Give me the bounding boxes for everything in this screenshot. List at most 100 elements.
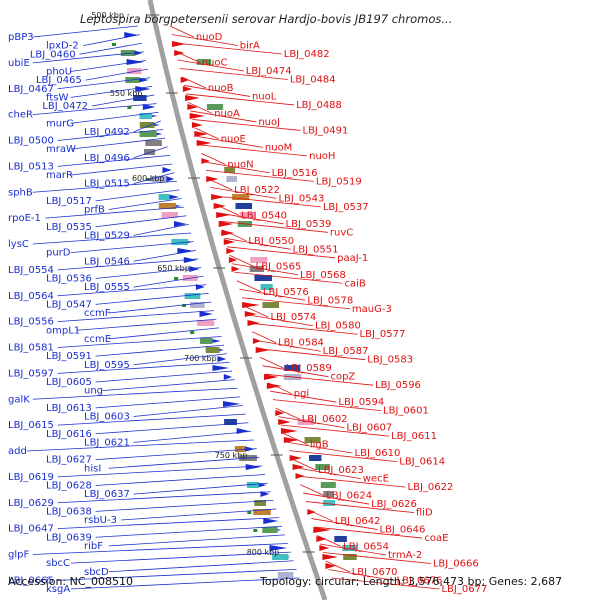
gene-label[interactable]: galK <box>8 394 30 405</box>
gene-label[interactable]: rpoE-1 <box>8 213 41 224</box>
gene-label[interactable]: nuoL <box>252 91 277 102</box>
gene-label[interactable]: LBJ_0564 <box>8 291 54 302</box>
gene-label[interactable]: LBJ_0621 <box>84 437 130 448</box>
gene-label[interactable]: LBJ_0516 <box>272 168 318 179</box>
gene-label[interactable]: ung <box>84 386 103 397</box>
gene-label[interactable]: LBJ_0546 <box>84 256 130 267</box>
gene-label[interactable]: LBJ_0465 <box>36 75 82 86</box>
gene-label[interactable]: LBJ_0547 <box>46 299 92 310</box>
gene-label[interactable]: LBJ_0484 <box>290 74 336 85</box>
gene-label[interactable]: LBJ_0536 <box>46 274 92 285</box>
gene-label[interactable]: ccmE <box>84 334 111 345</box>
gene-label[interactable]: LBJ_0615 <box>8 420 54 431</box>
gene-label[interactable]: LBJ_0616 <box>46 429 92 440</box>
gene-label[interactable]: paaJ-1 <box>337 253 368 264</box>
gene-label[interactable]: sbcC <box>46 558 70 569</box>
gene-label[interactable]: LBJ_0513 <box>8 161 54 172</box>
gene-label[interactable]: ruvC <box>330 227 353 238</box>
gene-label[interactable]: LBJ_0581 <box>8 343 54 354</box>
gene-label[interactable]: LBJ_0595 <box>84 360 130 371</box>
gene-label[interactable]: rsbU-3 <box>84 515 117 526</box>
gene-label[interactable]: LBJ_0515 <box>84 179 130 190</box>
gene-label[interactable]: LBJ_0670 <box>352 567 398 578</box>
gene-label[interactable]: coaE <box>424 533 448 544</box>
gene-label[interactable]: LBJ_0638 <box>46 506 92 517</box>
gene-label[interactable]: LBJ_0676 <box>397 576 443 587</box>
gene-label[interactable]: LBJ_0627 <box>46 455 92 466</box>
gene-label[interactable]: LBJ_0540 <box>241 210 287 221</box>
gene-label[interactable]: nuoH <box>309 151 335 162</box>
gene-label[interactable]: ompL1 <box>46 325 80 336</box>
gene-label[interactable]: nuoD <box>196 32 223 43</box>
gene-label[interactable]: LBJ_0602 <box>302 414 348 425</box>
gene-label[interactable]: LBJ_0601 <box>383 406 429 417</box>
gene-label[interactable]: LBJ_0647 <box>8 524 54 535</box>
gene-label[interactable]: LBJ_0554 <box>8 265 54 276</box>
gene-label[interactable]: LBJ_0623 <box>318 465 364 476</box>
gene-label[interactable]: nuoM <box>265 142 292 153</box>
gene-label[interactable]: LBJ_0646 <box>380 525 426 536</box>
gene-label[interactable]: LBJ_0584 <box>278 338 324 349</box>
gene-label[interactable]: LBJ_0677 <box>441 584 487 595</box>
gene-label[interactable]: glpF <box>8 550 29 561</box>
gene-label[interactable]: LBJ_0519 <box>316 176 362 187</box>
gene-label[interactable]: mauG-3 <box>352 304 392 315</box>
gene-label[interactable]: LBJ_0556 <box>8 317 54 328</box>
gene-label[interactable]: LBJ_0565 <box>256 261 302 272</box>
gene-label[interactable]: nuoC <box>202 57 228 68</box>
gene-label[interactable]: LBJ_0580 <box>315 321 361 332</box>
gene-label[interactable]: LBJ_0666 <box>433 559 479 570</box>
gene-label[interactable]: ftsW <box>46 92 68 103</box>
gene-label[interactable]: LBJ_0642 <box>335 516 381 527</box>
gene-label[interactable]: LBJ_0613 <box>46 403 92 414</box>
gene-label[interactable]: caiB <box>344 278 365 289</box>
gene-label[interactable]: LBJ_0637 <box>84 489 130 500</box>
gene-label[interactable]: LBJ_0577 <box>360 329 406 340</box>
gene-label[interactable]: cheR <box>8 110 33 121</box>
gene-label[interactable]: LBJ_0460 <box>30 49 76 60</box>
gene-label[interactable]: prfB <box>84 205 105 216</box>
gene-label[interactable]: ubiE <box>8 58 30 69</box>
gene-label[interactable]: LBJ_0665 <box>8 575 54 586</box>
gene-label[interactable]: LBJ_0619 <box>8 472 54 483</box>
gene-label[interactable]: marR <box>46 170 73 181</box>
gene-label[interactable]: pBP3 <box>8 32 34 43</box>
gene-label[interactable]: LBJ_0610 <box>355 448 401 459</box>
gene-label[interactable]: LBJ_0628 <box>46 481 92 492</box>
gene-label[interactable]: LBJ_0517 <box>46 196 92 207</box>
gene-label[interactable]: LBJ_0568 <box>300 270 346 281</box>
gene-label[interactable]: LBJ_0597 <box>8 368 54 379</box>
gene-label[interactable]: LBJ_0591 <box>46 351 92 362</box>
gene-label[interactable]: LBJ_0583 <box>367 355 413 366</box>
gene-label[interactable]: ligB <box>310 440 329 451</box>
gene-label[interactable]: LBJ_0629 <box>8 498 54 509</box>
gene-label[interactable]: lysC <box>8 239 29 250</box>
gene-label[interactable]: nuoB <box>208 83 234 94</box>
gene-label[interactable]: LBJ_0555 <box>84 282 130 293</box>
gene-label[interactable]: pgi <box>294 389 309 400</box>
gene-label[interactable]: ksgA <box>46 584 70 595</box>
gene-label[interactable]: LBJ_0607 <box>346 423 392 434</box>
gene-label[interactable]: LBJ_0611 <box>391 431 437 442</box>
gene-label[interactable]: hisI <box>84 463 101 474</box>
gene-label[interactable]: ribF <box>84 541 103 552</box>
gene-label[interactable]: LBJ_0529 <box>84 230 130 241</box>
gene-label[interactable]: fliD <box>416 508 433 519</box>
gene-label[interactable]: LBJ_0488 <box>296 100 342 111</box>
gene-label[interactable]: nuoJ <box>258 117 280 128</box>
gene-label[interactable]: LBJ_0496 <box>84 153 130 164</box>
gene-label[interactable]: LBJ_0500 <box>8 136 54 147</box>
gene-label[interactable]: LBJ_0543 <box>278 193 324 204</box>
gene-label[interactable]: purD <box>46 248 71 259</box>
gene-label[interactable]: LBJ_0491 <box>303 125 349 136</box>
gene-label[interactable]: LBJ_0467 <box>8 84 54 95</box>
gene-label[interactable]: LBJ_0578 <box>307 295 353 306</box>
gene-label[interactable]: LBJ_0539 <box>286 219 332 230</box>
gene-label[interactable]: sbcD <box>84 567 109 578</box>
gene-label[interactable]: LBJ_0550 <box>248 236 294 247</box>
gene-label[interactable]: LBJ_0639 <box>46 532 92 543</box>
gene-label[interactable]: LBJ_0492 <box>84 127 130 138</box>
gene-label[interactable]: sphB <box>8 187 33 198</box>
gene-label[interactable]: LBJ_0603 <box>84 412 130 423</box>
gene-label[interactable]: LBJ_0594 <box>338 397 384 408</box>
